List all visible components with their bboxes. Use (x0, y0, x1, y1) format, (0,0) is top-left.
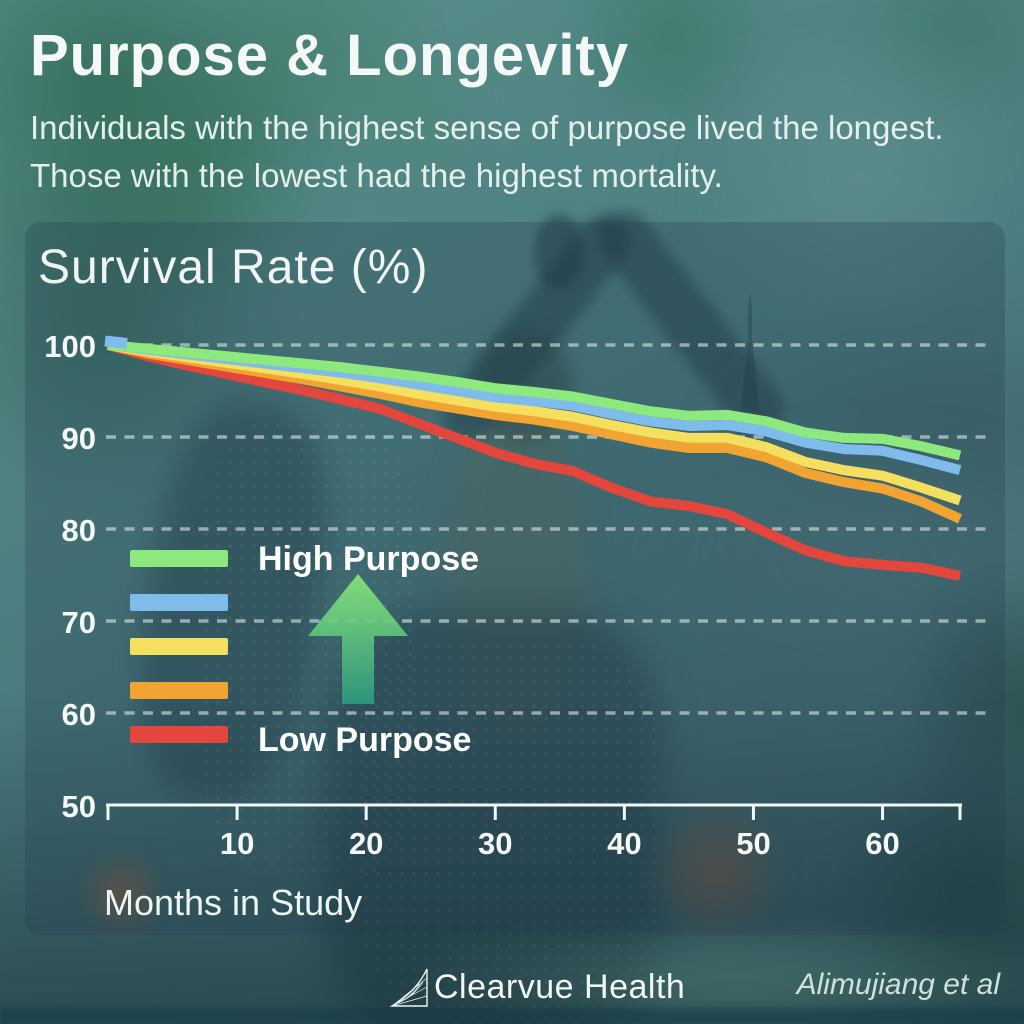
legend-swatch-3 (130, 638, 228, 655)
person-hands (534, 214, 584, 290)
source-credit: Alimujiang et al (796, 968, 1000, 1001)
legend-label-high: High Purpose (258, 540, 480, 578)
legend-swatch-low-purpose (130, 726, 228, 743)
brand-lockup: Clearvue Health (390, 962, 690, 1012)
autumn-foliage-blob (648, 790, 788, 950)
page-subtitle: Individuals with the highest sense of pu… (30, 109, 944, 194)
autumn-foliage-blob (84, 838, 160, 948)
up-arrow-icon (308, 574, 408, 704)
sky-haze (640, 40, 1024, 320)
leaf-cluster-blob (290, 40, 510, 190)
lake-shore-highlight (400, 920, 1024, 1024)
page-title: Purpose & Longevity (30, 23, 630, 88)
legend-swatch-4 (130, 682, 228, 699)
x-axis-label: Months in Study (104, 882, 363, 923)
bottom-strip (0, 1008, 1024, 1024)
legend-label-low: Low Purpose (258, 721, 472, 759)
legend-swatch-high-purpose (130, 550, 228, 567)
clearvue-logo-icon (390, 968, 428, 1007)
chart-title: Survival Rate (%) (38, 241, 429, 294)
legend-swatch-2 (130, 594, 228, 611)
brand-name: Clearvue Health (434, 968, 686, 1006)
chart-panel (25, 222, 1005, 935)
